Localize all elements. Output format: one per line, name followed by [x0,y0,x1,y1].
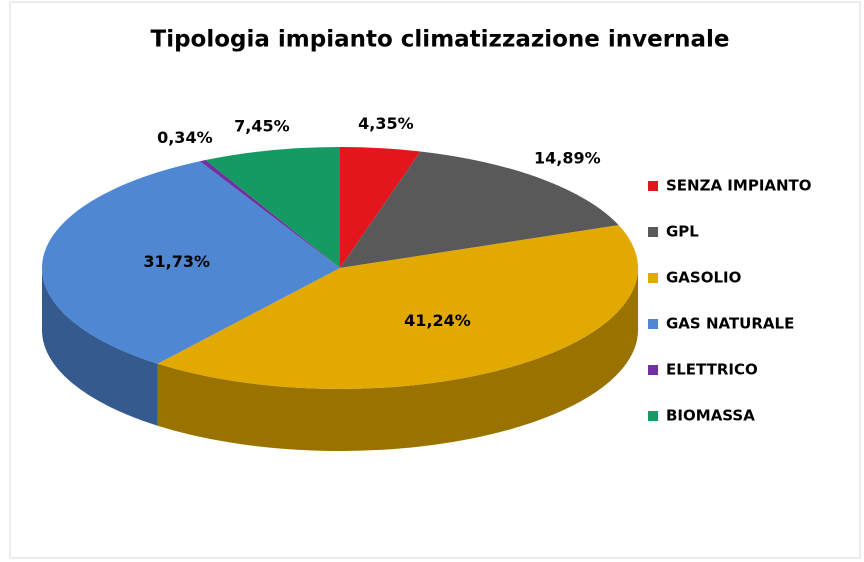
data-label: 14,89% [534,149,601,168]
legend-swatch [648,273,658,283]
legend-label: GASOLIO [666,269,741,287]
legend-swatch [648,365,658,375]
slice-side [157,268,639,451]
legend-swatch [648,181,658,191]
data-label: 7,45% [234,116,290,135]
slice [340,151,619,268]
legend-label: GPL [666,223,699,241]
data-label: 0,34% [157,128,213,147]
slice-side-shade [157,268,639,451]
legend-label: SENZA IMPIANTO [666,177,812,195]
legend-label: GAS NATURALE [666,315,794,333]
chart-title: Tipologia impianto climatizzazione inver… [151,27,730,53]
legend-label: BIOMASSA [666,407,755,425]
legend-swatch [648,227,658,237]
legend-swatch [648,411,658,421]
legend-label: ELETTRICO [666,361,758,379]
data-label: 31,73% [143,252,210,271]
slice [42,161,340,364]
slice [205,147,340,268]
data-label: 41,24% [404,311,471,330]
slice [340,147,421,268]
data-label: 4,35% [358,114,414,133]
slice [199,160,340,268]
slice [157,225,639,389]
slice-side-shade [42,268,158,426]
slice-side [42,268,158,426]
legend-swatch [648,319,658,329]
